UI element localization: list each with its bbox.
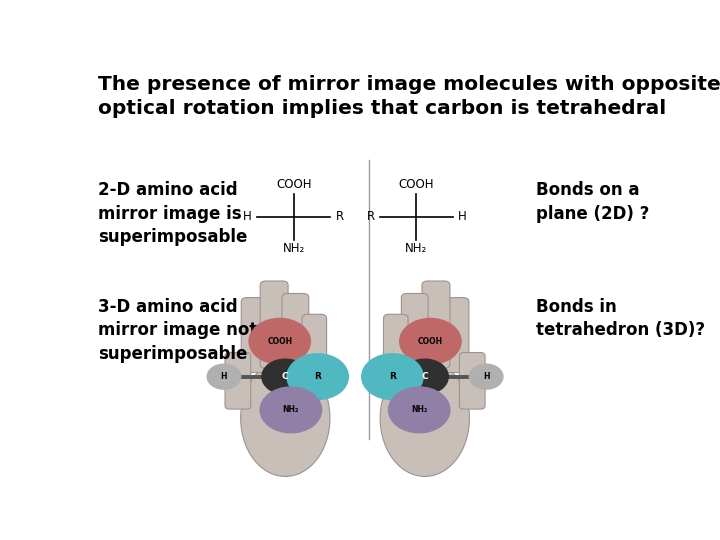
Text: The presence of mirror image molecules with opposite
optical rotation implies th: The presence of mirror image molecules w…	[99, 75, 720, 118]
Text: COOH: COOH	[418, 337, 443, 346]
Text: C: C	[421, 372, 428, 381]
Text: NH₂: NH₂	[283, 406, 299, 414]
Text: NH₂: NH₂	[411, 406, 428, 414]
Circle shape	[469, 364, 503, 389]
FancyBboxPatch shape	[260, 281, 288, 368]
FancyBboxPatch shape	[442, 298, 469, 373]
Text: Bonds on a
plane (2D) ?: Bonds on a plane (2D) ?	[536, 181, 649, 223]
Circle shape	[401, 359, 449, 394]
Circle shape	[262, 359, 309, 394]
Text: 3-D amino acid
mirror image not
superimposable: 3-D amino acid mirror image not superimp…	[99, 298, 258, 363]
Circle shape	[260, 387, 322, 433]
Text: 2-D amino acid
mirror image is
superimposable: 2-D amino acid mirror image is superimpo…	[99, 181, 248, 246]
Text: H: H	[483, 372, 490, 381]
FancyBboxPatch shape	[302, 314, 327, 377]
Circle shape	[249, 319, 310, 364]
Text: H: H	[243, 210, 252, 223]
FancyBboxPatch shape	[282, 294, 309, 373]
Ellipse shape	[240, 360, 330, 476]
Circle shape	[287, 354, 348, 400]
Circle shape	[207, 364, 240, 389]
Text: R: R	[314, 372, 321, 381]
FancyBboxPatch shape	[225, 353, 251, 409]
Circle shape	[361, 354, 423, 400]
Text: R: R	[336, 210, 343, 223]
Text: COOH: COOH	[399, 178, 434, 191]
Text: NH₂: NH₂	[282, 242, 305, 255]
Text: H: H	[458, 210, 467, 223]
Text: COOH: COOH	[267, 337, 292, 346]
FancyBboxPatch shape	[401, 294, 428, 373]
Text: H: H	[220, 372, 228, 381]
FancyBboxPatch shape	[459, 353, 485, 409]
Text: NH₂: NH₂	[405, 242, 428, 255]
Text: C: C	[282, 372, 289, 381]
Circle shape	[389, 387, 450, 433]
Text: COOH: COOH	[276, 178, 312, 191]
Text: Bonds in
tetrahedron (3D)?: Bonds in tetrahedron (3D)?	[536, 298, 706, 339]
FancyBboxPatch shape	[384, 314, 408, 377]
Circle shape	[400, 319, 461, 364]
Ellipse shape	[380, 360, 469, 476]
Text: R: R	[366, 210, 374, 223]
FancyBboxPatch shape	[241, 298, 268, 373]
FancyBboxPatch shape	[422, 281, 450, 368]
Text: R: R	[389, 372, 396, 381]
